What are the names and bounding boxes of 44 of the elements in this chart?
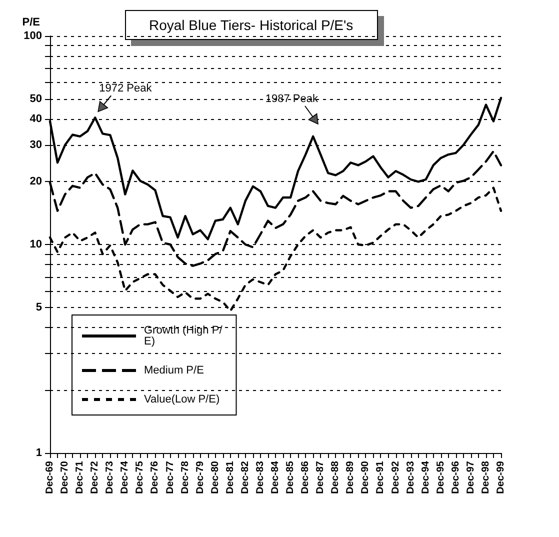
x-tick-label: Dec-79 — [194, 460, 206, 494]
x-tick-label: Dec-93 — [405, 460, 416, 494]
x-tick-label: Dec-76 — [150, 460, 161, 494]
x-tick-label: Dec-83 — [254, 460, 266, 494]
annotation: 1972 Peak — [99, 82, 152, 95]
x-tick-label: Dec-96 — [450, 460, 462, 494]
y-tick-label: 100 — [24, 30, 42, 42]
x-tick-label: Dec-87 — [315, 460, 326, 494]
x-tick-label: Dec-80 — [210, 460, 221, 494]
y-tick-label: 1 — [36, 447, 42, 459]
x-tick-label: Dec-88 — [330, 460, 342, 494]
x-tick-label: Dec-70 — [60, 460, 71, 494]
y-tick-label: 5 — [36, 301, 42, 314]
x-tick-label: Dec-74 — [120, 460, 131, 494]
x-tick-label: Dec-71 — [74, 460, 86, 494]
x-tick-label: Dec-69 — [44, 460, 56, 494]
y-tick-label: 50 — [30, 92, 42, 105]
x-tick-label: Dec-90 — [360, 460, 372, 494]
x-tick-label: Dec-81 — [224, 460, 236, 494]
y-tick-label: 20 — [30, 176, 42, 188]
x-tick-label: Dec-99 — [496, 460, 506, 494]
x-tick-label: Dec-95 — [435, 460, 446, 494]
x-tick-label: Dec-98 — [480, 460, 492, 494]
x-tick-label: Dec-82 — [240, 460, 251, 494]
x-tick-label: Dec-94 — [420, 460, 432, 494]
x-tick-label: Dec-77 — [164, 460, 176, 494]
x-tick-label: Dec-92 — [390, 460, 402, 494]
y-tick-label: 30 — [30, 139, 42, 152]
x-tick-label: Dec-97 — [465, 460, 476, 494]
y-tick-label: 10 — [30, 238, 42, 250]
x-tick-label: Dec-78 — [180, 460, 191, 494]
x-tick-label: Dec-89 — [345, 460, 356, 494]
x-tick-label: Dec-75 — [134, 460, 146, 494]
x-tick-label: Dec-91 — [375, 460, 386, 494]
y-tick-label: 40 — [30, 112, 42, 125]
x-tick-label: Dec-72 — [90, 460, 101, 494]
y-axis-title: P/E — [22, 16, 40, 28]
x-tick-label: Dec-85 — [285, 460, 296, 494]
x-tick-label: Dec-86 — [300, 460, 312, 494]
chart-title: Royal Blue Tiers- Historical P/E's — [149, 17, 354, 33]
legend-label: Medium P/E — [144, 364, 204, 376]
x-tick-label: Dec-84 — [270, 460, 281, 494]
x-tick-label: Dec-73 — [104, 460, 116, 494]
legend-label: Value(Low P/E) — [144, 394, 220, 406]
